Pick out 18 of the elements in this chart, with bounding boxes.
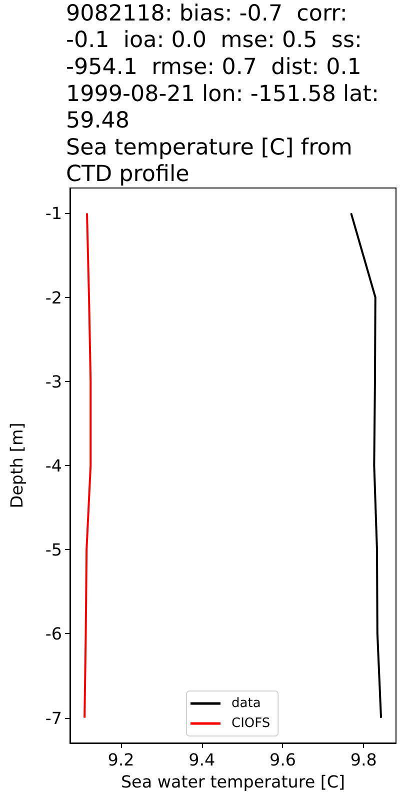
y-axis-title: Depth [m]: [6, 422, 26, 508]
y-tick-label: -1: [45, 203, 62, 224]
y-tick-label: -5: [45, 540, 62, 560]
y-tick-label: -6: [45, 624, 62, 644]
x-axis-title: Sea water temperature [C]: [120, 772, 346, 792]
line-series: [84, 212, 92, 719]
legend-label: data: [232, 696, 261, 711]
y-tick-label: -2: [45, 287, 62, 308]
x-tick-label: 9.6: [269, 750, 296, 770]
x-tick-label: 9.2: [108, 750, 134, 770]
y-tick-label: -4: [45, 456, 62, 476]
x-tick-label: 9.4: [188, 750, 216, 770]
line-series: [350, 212, 382, 719]
legend-label: CIOFS: [232, 716, 270, 731]
x-tick-label: 9.8: [350, 750, 377, 770]
y-tick-label: -7: [45, 708, 62, 728]
y-tick-label: -3: [45, 371, 62, 392]
chart-title: 9082118: bias: -0.7 corr: -0.1 ioa: 0.0 mse: 0.5 ss: -954.1 rmse: 0.7 dist: 0.1 1999-08-21 lon: -151.58 lat: 59.48 Sea temperature [C] from CTD profile: [66, 0, 386, 188]
